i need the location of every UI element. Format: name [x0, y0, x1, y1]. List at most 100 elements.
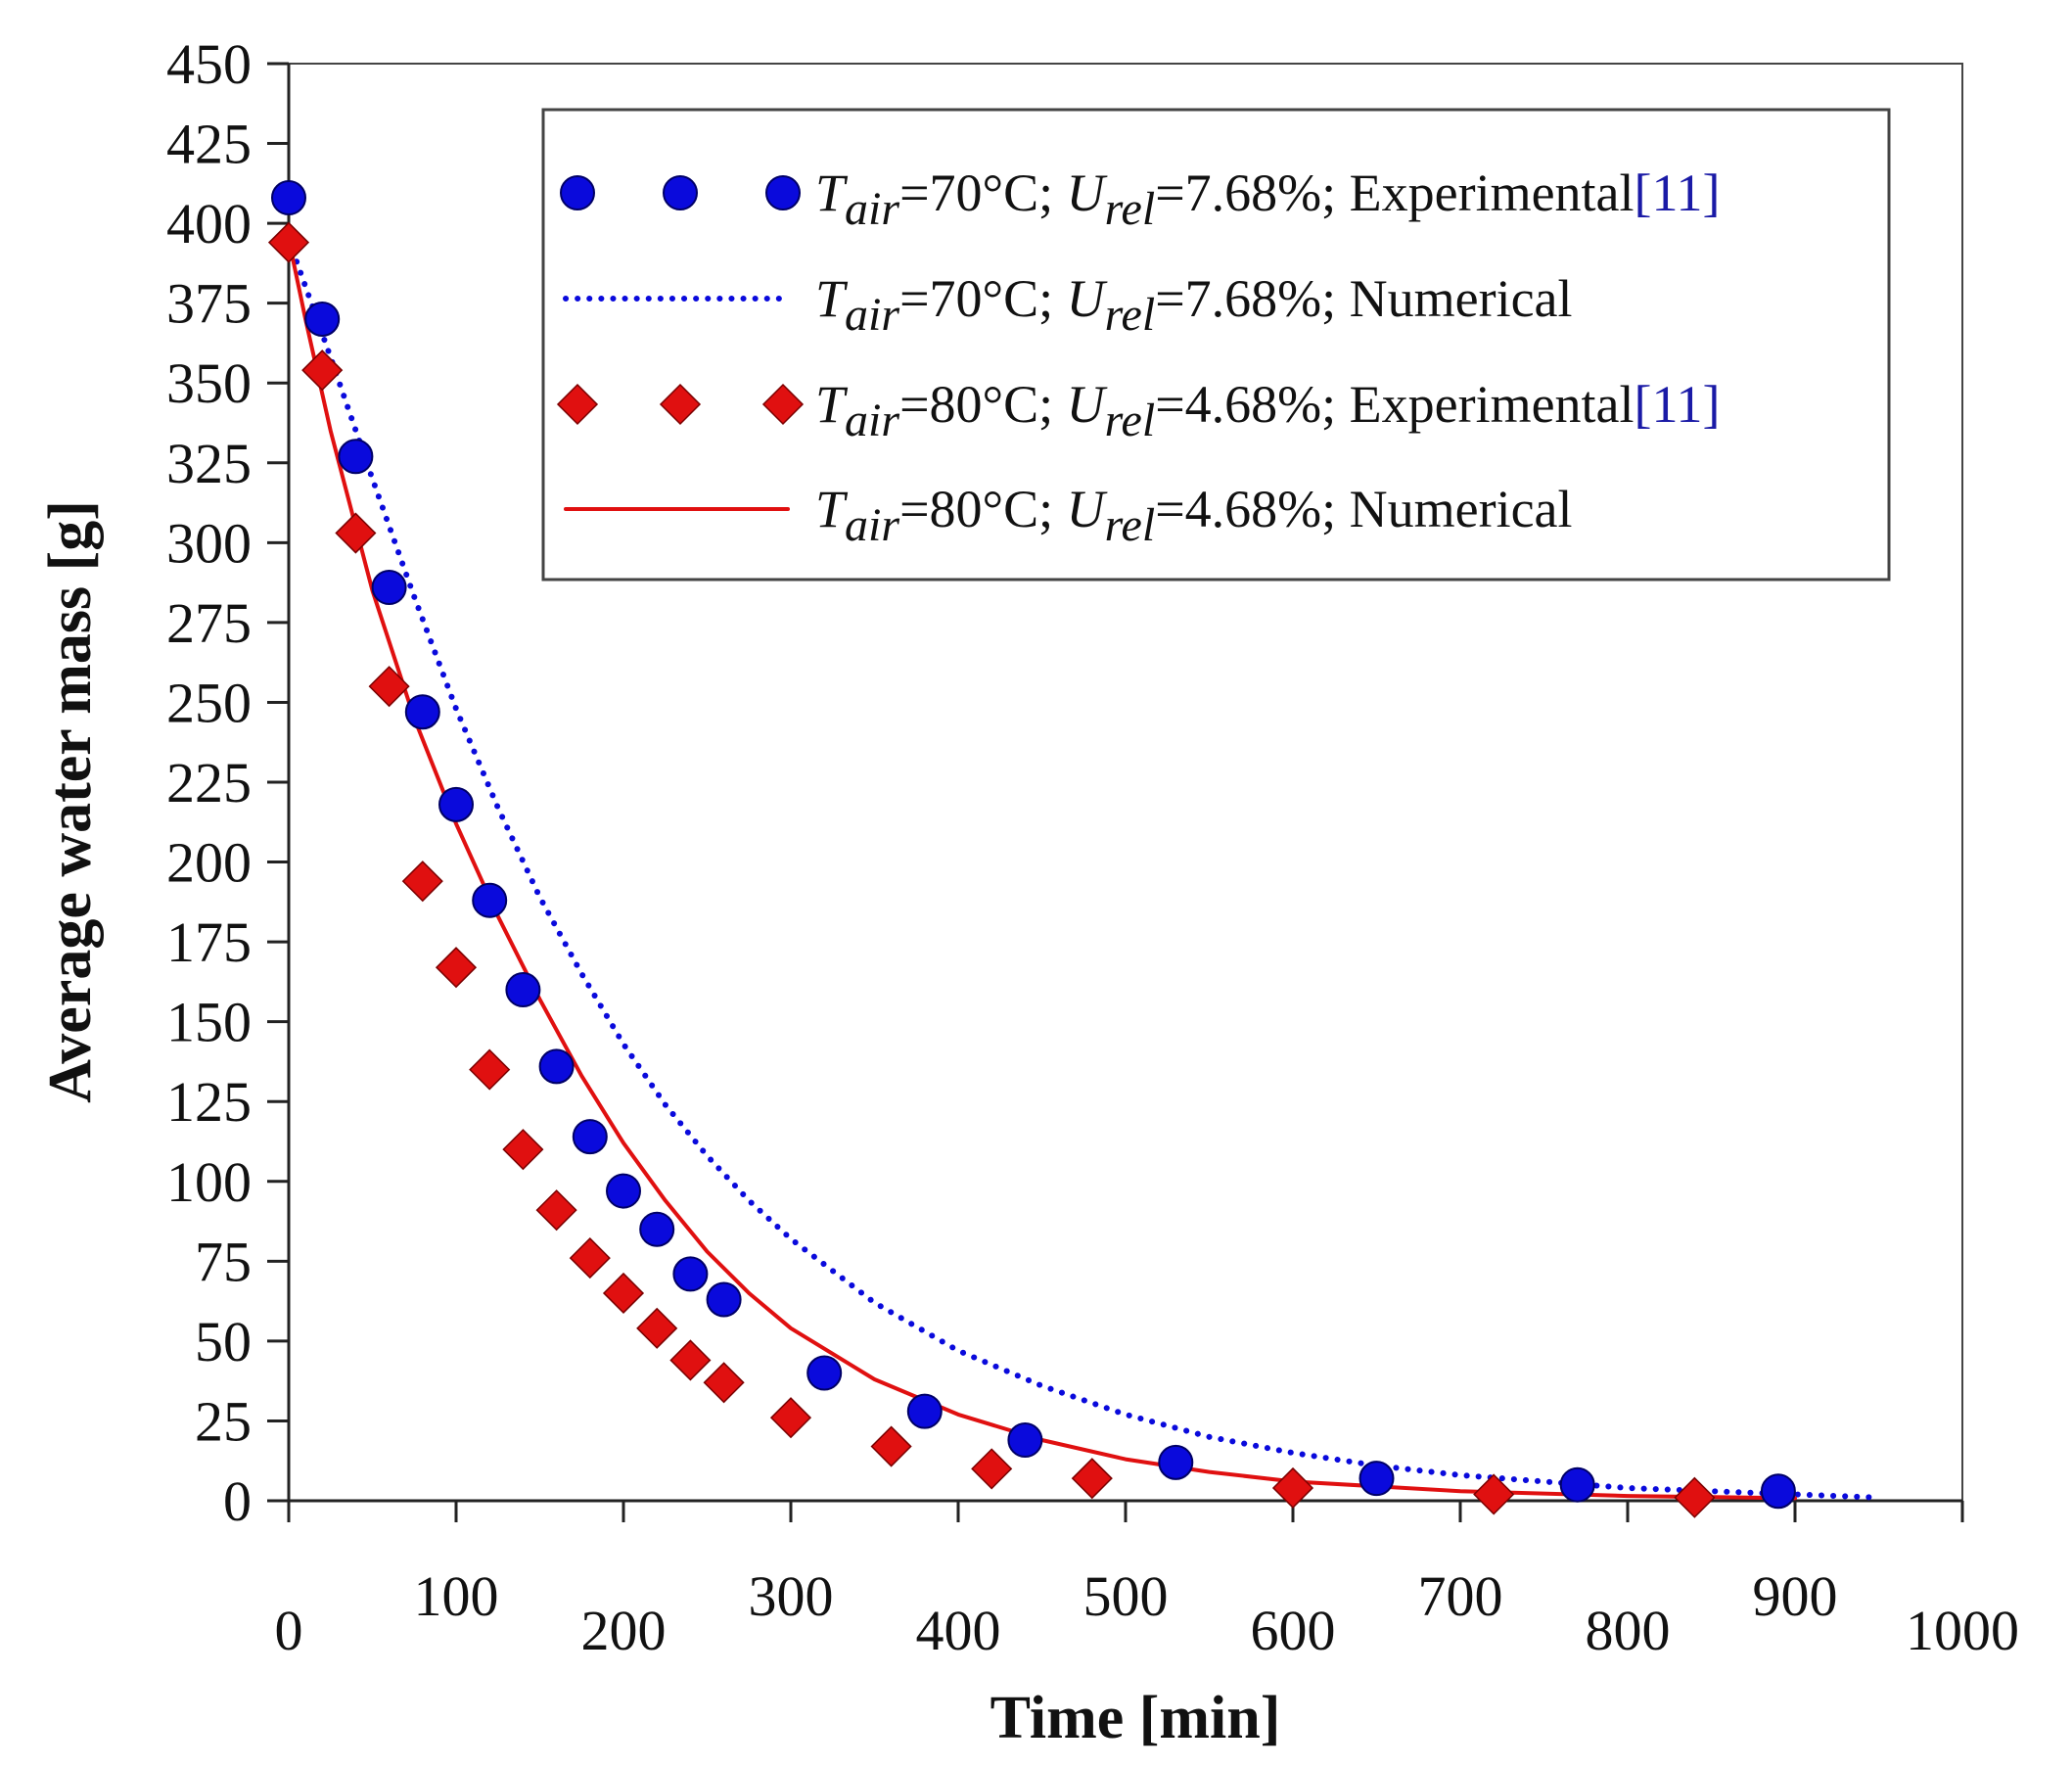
series-line-1: [286, 236, 1882, 1501]
series-2-point: [401, 861, 443, 903]
x-tick-label: 700: [1418, 1564, 1503, 1628]
legend-T-subscript: air: [845, 499, 899, 551]
legend-T-symbol: T: [815, 163, 849, 222]
x-tick-label: 1000: [1906, 1599, 2019, 1662]
series-0-point: [1358, 1461, 1395, 1497]
series-0-point: [472, 882, 508, 918]
y-axis-label: Average water mass [g]: [37, 500, 104, 1103]
y-tick-label: 275: [166, 591, 252, 655]
y-tick-label: 250: [166, 671, 252, 734]
legend-reference: [11]: [1635, 163, 1721, 222]
y-tick-label: 425: [166, 113, 252, 176]
series-0-point: [271, 180, 306, 216]
legend-U-value: =4.68%; Experimental: [1155, 375, 1634, 434]
legend-T-symbol: T: [815, 375, 849, 434]
series-2-point: [870, 1425, 912, 1467]
series-2-point: [1071, 1458, 1113, 1500]
series-2-point: [335, 512, 377, 554]
series-0-point: [538, 1048, 575, 1085]
legend-entry-1: Tair=70°C; Urel=7.68%; Numerical: [815, 269, 1573, 341]
legend-T-value: =80°C;: [899, 375, 1067, 434]
y-tick-label: 225: [166, 751, 252, 814]
legend-U-subscript: rel: [1105, 183, 1156, 235]
legend-marker-2: [659, 383, 702, 426]
y-tick-label: 400: [166, 192, 252, 256]
x-axis-label: Time [min]: [990, 1685, 1281, 1751]
x-tick-label: 0: [275, 1599, 303, 1662]
x-tick-label: 500: [1083, 1564, 1169, 1628]
x-tick-label: 200: [581, 1599, 667, 1662]
y-tick-label: 450: [166, 32, 252, 96]
legend-marker-2: [761, 383, 805, 426]
series-0-point: [672, 1256, 709, 1292]
series-2-point: [602, 1272, 645, 1315]
legend-U-symbol: U: [1067, 269, 1108, 328]
legend-U-symbol: U: [1067, 375, 1108, 434]
series-2-point: [267, 221, 310, 263]
legend-entry-2: Tair=80°C; Urel=4.68%; Experimental[11]: [815, 375, 1720, 446]
series-2-point: [502, 1129, 544, 1171]
y-tick-label: 100: [166, 1150, 252, 1214]
series-2-point: [636, 1307, 678, 1349]
series-2-point: [703, 1362, 745, 1404]
series-0-point: [338, 439, 374, 475]
x-tick-label: 400: [916, 1599, 1001, 1662]
legend-marker-2: [556, 383, 599, 426]
series-0-point: [438, 786, 474, 822]
x-tick-label: 800: [1586, 1599, 1671, 1662]
x-tick-label: 600: [1251, 1599, 1336, 1662]
series-2-point: [669, 1339, 712, 1381]
series-0-point: [1007, 1422, 1043, 1459]
series-0-point: [304, 301, 341, 337]
legend-reference: [11]: [1635, 375, 1721, 434]
y-tick-label: 125: [166, 1070, 252, 1134]
legend-U-subscript: rel: [1105, 395, 1156, 446]
series-0-point: [572, 1119, 608, 1155]
y-tick-label: 150: [166, 991, 252, 1054]
y-tick-label: 75: [195, 1230, 252, 1293]
series-0-point: [371, 570, 407, 606]
legend-T-subscript: air: [845, 183, 899, 235]
legend-T-symbol: T: [815, 480, 849, 538]
legend-T-value: =80°C;: [899, 480, 1067, 538]
y-tick-label: 200: [166, 831, 252, 895]
series-0-point: [1760, 1473, 1796, 1510]
series-2-point: [971, 1448, 1013, 1490]
series-0-point: [706, 1281, 742, 1318]
series-2-point: [535, 1189, 577, 1232]
legend-T-value: =70°C;: [899, 269, 1067, 328]
series-2-point: [469, 1048, 511, 1091]
y-tick-label: 175: [166, 910, 252, 974]
y-tick-label: 25: [195, 1389, 252, 1453]
y-tick-label: 300: [166, 511, 252, 575]
series-2-point: [435, 947, 478, 989]
series-0-point: [806, 1355, 843, 1391]
legend-T-subscript: air: [845, 289, 899, 341]
series-0-point: [404, 694, 440, 730]
series-0-point: [1559, 1466, 1595, 1503]
series-0-point: [505, 972, 541, 1008]
series-0-point: [639, 1211, 675, 1247]
series-2-point: [769, 1397, 812, 1439]
legend-U-value: =4.68%; Numerical: [1155, 480, 1572, 538]
legend-T-subscript: air: [845, 395, 899, 446]
y-tick-label: 50: [195, 1310, 252, 1373]
legend-U-value: =7.68%; Numerical: [1155, 269, 1572, 328]
series-0-point: [1158, 1444, 1194, 1480]
legend-U-subscript: rel: [1105, 499, 1156, 551]
series-2-point: [301, 349, 344, 392]
legend-marker-0: [560, 175, 595, 210]
y-tick-label: 0: [223, 1469, 252, 1533]
series-0-point: [906, 1393, 943, 1429]
series-line-3: [287, 237, 1797, 1501]
series-2-point: [1271, 1466, 1314, 1510]
x-tick-label: 900: [1753, 1564, 1838, 1628]
y-tick-label: 325: [166, 432, 252, 495]
legend-entry-0: Tair=70°C; Urel=7.68%; Experimental[11]: [815, 163, 1720, 235]
legend-entry-3: Tair=80°C; Urel=4.68%; Numerical: [815, 480, 1573, 551]
legend-T-value: =70°C;: [899, 163, 1067, 222]
legend-marker-0: [663, 175, 698, 210]
y-tick-label: 375: [166, 272, 252, 336]
